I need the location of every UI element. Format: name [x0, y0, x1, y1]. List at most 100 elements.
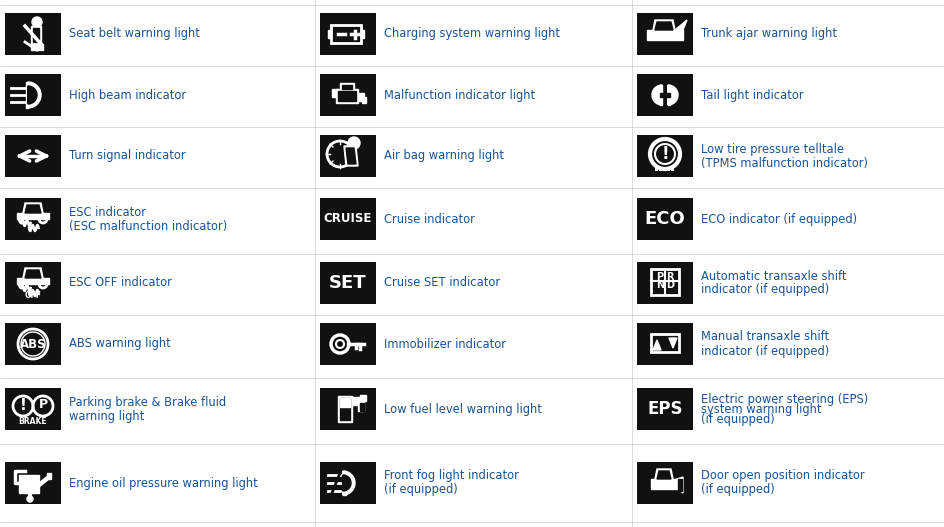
Text: Trunk ajar warning light: Trunk ajar warning light [701, 27, 837, 41]
Polygon shape [26, 82, 28, 108]
Polygon shape [28, 86, 37, 104]
Text: Tail light indicator: Tail light indicator [701, 89, 803, 102]
Text: Turn signal indicator: Turn signal indicator [69, 150, 186, 162]
Polygon shape [328, 30, 331, 38]
Bar [320, 462, 376, 504]
Polygon shape [33, 28, 39, 42]
Text: (if equipped): (if equipped) [701, 483, 775, 496]
Bar [655, 167, 658, 171]
Polygon shape [344, 146, 358, 166]
Bar [331, 25, 361, 43]
Text: Electric power steering (EPS): Electric power steering (EPS) [701, 393, 868, 406]
Polygon shape [336, 89, 358, 103]
Text: ESC indicator: ESC indicator [69, 206, 146, 219]
Text: (TPMS malfunction indicator): (TPMS malfunction indicator) [701, 157, 868, 170]
Text: ECO indicator (if equipped): ECO indicator (if equipped) [701, 213, 857, 226]
Text: Cruise indicator: Cruise indicator [384, 213, 475, 226]
Text: ABS: ABS [20, 337, 46, 350]
Bar [320, 74, 376, 116]
Bar [5, 198, 61, 240]
Text: (if equipped): (if equipped) [384, 483, 458, 496]
Polygon shape [660, 93, 670, 97]
Text: Parking brake & Brake fluid: Parking brake & Brake fluid [69, 396, 227, 409]
Polygon shape [343, 471, 355, 495]
Polygon shape [653, 340, 661, 350]
Polygon shape [653, 20, 675, 30]
Bar [651, 334, 679, 352]
Polygon shape [360, 403, 364, 411]
Text: Seat belt warning light: Seat belt warning light [69, 27, 200, 41]
Bar [5, 13, 61, 55]
Text: BRAKE: BRAKE [19, 417, 47, 426]
Text: P: P [39, 398, 47, 412]
Polygon shape [655, 469, 673, 479]
Bar [5, 462, 61, 504]
Text: CRUISE: CRUISE [324, 212, 372, 226]
Text: system warning light: system warning light [701, 403, 821, 416]
Polygon shape [28, 82, 41, 108]
Text: warning light: warning light [69, 410, 144, 423]
Text: Low fuel level warning light: Low fuel level warning light [384, 403, 542, 416]
Bar [5, 388, 61, 430]
Bar [637, 198, 693, 240]
Polygon shape [651, 479, 677, 489]
Text: Front fog light indicator: Front fog light indicator [384, 470, 519, 483]
Polygon shape [346, 148, 356, 164]
Bar [637, 262, 693, 304]
Polygon shape [31, 44, 37, 50]
Polygon shape [47, 473, 51, 479]
Text: Charging system warning light: Charging system warning light [384, 27, 560, 41]
Bar [663, 167, 666, 171]
Polygon shape [25, 205, 41, 213]
Bar [5, 323, 61, 365]
Polygon shape [668, 85, 670, 105]
Bar [320, 135, 376, 177]
Polygon shape [23, 203, 43, 213]
Bar [320, 323, 376, 365]
Text: Manual transaxle shift: Manual transaxle shift [701, 330, 829, 344]
Polygon shape [657, 471, 671, 479]
Polygon shape [28, 493, 32, 499]
Polygon shape [17, 278, 49, 284]
Polygon shape [361, 30, 364, 38]
Polygon shape [655, 22, 673, 30]
Bar [651, 269, 679, 295]
Bar [671, 167, 674, 171]
Text: Low tire pressure telltale: Low tire pressure telltale [701, 142, 844, 155]
Polygon shape [362, 97, 366, 103]
Text: indicator (if equipped): indicator (if equipped) [701, 345, 829, 357]
Polygon shape [25, 270, 41, 278]
Text: Immobilizer indicator: Immobilizer indicator [384, 337, 506, 350]
Polygon shape [39, 475, 49, 487]
Text: !: ! [661, 145, 668, 163]
Polygon shape [358, 401, 364, 411]
Polygon shape [332, 89, 338, 97]
Polygon shape [660, 85, 662, 105]
Circle shape [27, 496, 33, 502]
Polygon shape [37, 44, 43, 50]
Polygon shape [343, 475, 351, 491]
Text: !: ! [20, 397, 26, 413]
Text: R: R [666, 272, 674, 282]
Bar [659, 167, 662, 171]
Polygon shape [360, 395, 366, 401]
Bar [667, 167, 670, 171]
Polygon shape [675, 20, 687, 30]
Text: Cruise SET indicator: Cruise SET indicator [384, 277, 500, 289]
Polygon shape [340, 83, 354, 89]
Bar [320, 262, 376, 304]
Polygon shape [17, 213, 49, 219]
Polygon shape [19, 475, 39, 493]
Bar [637, 388, 693, 430]
Polygon shape [652, 85, 662, 105]
Text: Engine oil pressure warning light: Engine oil pressure warning light [69, 476, 258, 490]
Circle shape [32, 17, 42, 27]
Polygon shape [338, 396, 352, 422]
Bar [637, 74, 693, 116]
Text: Malfunction indicator light: Malfunction indicator light [384, 89, 535, 102]
Polygon shape [343, 471, 346, 495]
Text: Automatic transaxle shift: Automatic transaxle shift [701, 269, 847, 282]
Bar [637, 323, 693, 365]
Bar [5, 74, 61, 116]
Polygon shape [358, 93, 364, 101]
